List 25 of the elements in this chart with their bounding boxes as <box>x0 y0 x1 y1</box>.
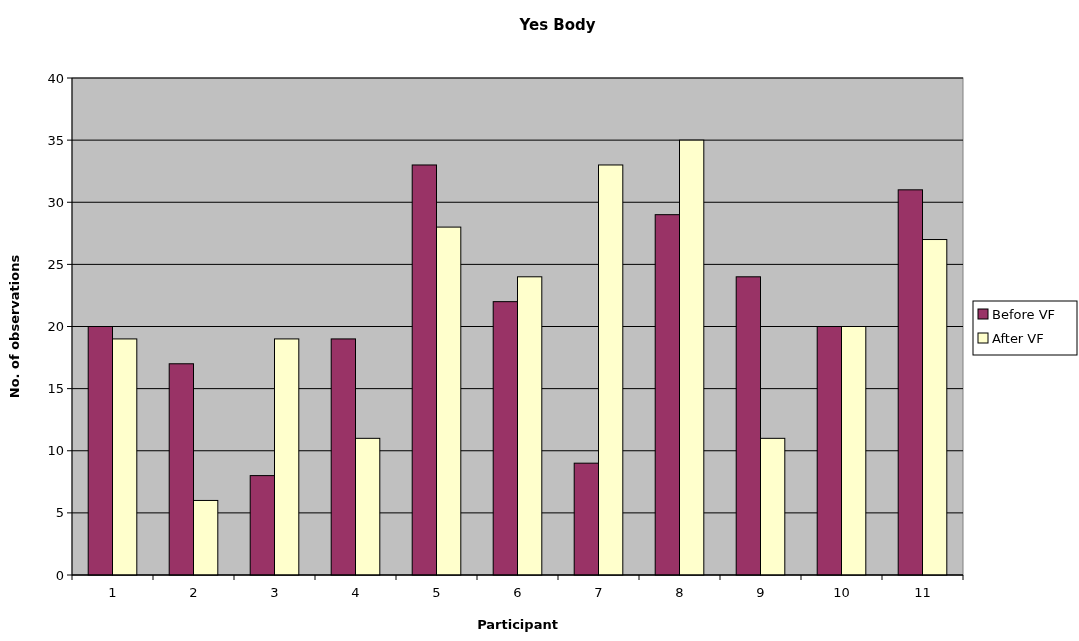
x-tick-label: 9 <box>756 585 765 600</box>
y-tick-label: 5 <box>55 505 64 521</box>
x-tick-label: 11 <box>914 585 931 600</box>
x-tick-label: 8 <box>675 585 684 600</box>
x-tick-label: 6 <box>513 585 522 600</box>
y-tick-label: 35 <box>47 132 64 148</box>
x-tick-label: 5 <box>432 585 441 600</box>
y-tick-label: 40 <box>47 70 64 86</box>
y-tick-label: 30 <box>47 194 64 210</box>
x-tick-label: 10 <box>833 585 850 600</box>
y-tick-label: 25 <box>47 256 64 272</box>
y-tick-label: 0 <box>55 567 64 583</box>
y-tick-label: 15 <box>47 381 64 397</box>
legend-label: Before VF <box>992 306 1056 322</box>
x-tick-label: 1 <box>108 585 117 600</box>
y-tick-label: 20 <box>47 319 64 335</box>
y-axis-title: No. of observations <box>7 254 22 399</box>
x-tick-label: 3 <box>270 585 279 600</box>
legend-label: After VF <box>992 330 1044 346</box>
x-tick-label: 7 <box>594 585 603 600</box>
y-tick-label: 10 <box>47 443 64 459</box>
x-tick-label: 4 <box>351 585 360 600</box>
chart-title: Yes Body <box>518 16 596 34</box>
x-tick-label: 2 <box>189 585 198 600</box>
x-axis-title: Participant <box>477 617 558 632</box>
